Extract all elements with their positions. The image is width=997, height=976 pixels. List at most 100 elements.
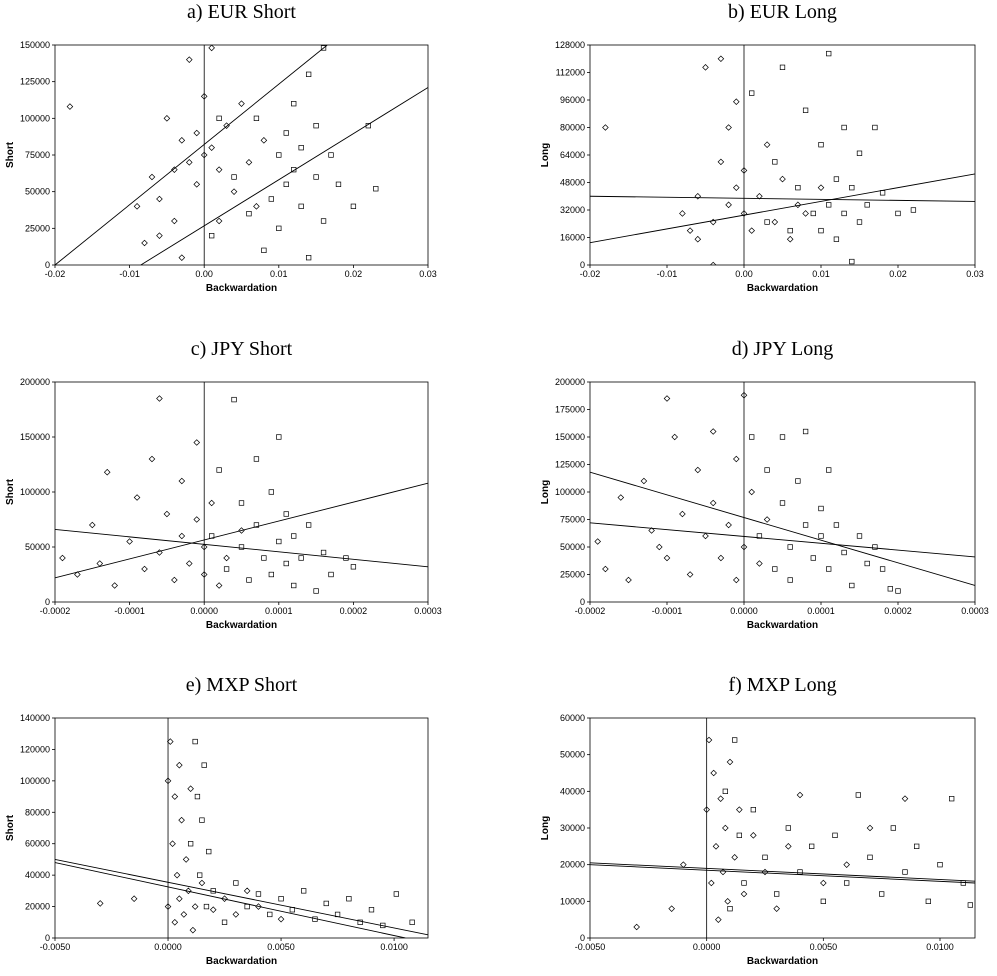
diamond-point [733, 455, 740, 463]
plot-frame [589, 381, 976, 603]
x-axis-label: Backwardation [747, 283, 818, 294]
points [590, 391, 975, 594]
diamond-point [702, 64, 709, 71]
diamond-point [193, 181, 201, 188]
diamond-point [602, 124, 609, 131]
square-point [841, 549, 847, 556]
square-point [774, 891, 780, 897]
diamond-point [180, 911, 188, 918]
diamond-point [740, 391, 748, 399]
diamond-point [96, 900, 104, 907]
square-point [223, 566, 230, 572]
y-tick-label: 64000 [560, 150, 585, 160]
x-tick-label: 0.0001 [265, 606, 293, 616]
square-point [268, 571, 274, 578]
diamond-point [717, 795, 724, 802]
diamond-point [178, 816, 185, 824]
diamond-point [189, 926, 197, 934]
panel-title: c) JPY Short [191, 338, 293, 360]
x-tick-label: 0.00 [735, 269, 753, 279]
diamond-point [702, 532, 709, 540]
diamond-point [671, 433, 678, 441]
square-point [246, 211, 252, 217]
diamond-point [717, 158, 725, 166]
diamond-point [817, 184, 825, 191]
y-tick-label: 75000 [25, 150, 50, 160]
diamond-point [208, 499, 215, 507]
square-point [902, 869, 908, 875]
y-tick-label: 32000 [560, 205, 585, 215]
regression-line [590, 195, 975, 202]
diamond-point [694, 192, 702, 200]
diamond-point [187, 785, 194, 793]
diamond-point [178, 532, 186, 540]
panel: a) EUR Short -0.02 -0.01 0.00 0.01 0.02 0.03 0 2… [5, 1, 437, 294]
square-point [856, 219, 863, 225]
panel: c) JPY Short -0.0002 -0.0001 0.0000 0.0001 0.… [5, 338, 442, 631]
points [590, 736, 975, 931]
points [55, 738, 428, 938]
diamond-point [171, 166, 178, 173]
diamond-point [663, 554, 671, 562]
diamond-point [771, 218, 779, 226]
diamond-point [208, 144, 215, 151]
diamond-point [193, 516, 201, 523]
diamond-point [200, 571, 208, 578]
panel-title: d) JPY Long [732, 338, 833, 360]
plot-frame [54, 717, 429, 939]
square-point [826, 50, 832, 57]
y-tick-label: 125000 [555, 460, 585, 470]
regression-line [55, 45, 328, 265]
square-point [855, 792, 861, 798]
x-tick-label: 0.03 [966, 269, 984, 279]
square-point [194, 793, 201, 800]
x-tick-label: -0.01 [119, 269, 140, 279]
square-point [787, 544, 793, 550]
diamond-point [133, 203, 141, 210]
regression-line [55, 862, 406, 938]
diamond-point [215, 166, 223, 173]
regression-line [55, 482, 428, 579]
diamond-point [173, 871, 181, 879]
y-tick-label: 0 [580, 597, 585, 607]
y-tick-label: 30000 [560, 823, 585, 833]
square-point [914, 843, 920, 849]
square-point [301, 888, 307, 894]
diamond-point [103, 468, 111, 476]
diamond-point [130, 895, 138, 903]
square-point [856, 150, 863, 156]
panel-title: a) EUR Short [187, 1, 296, 23]
x-tick-label: 0.0000 [154, 942, 182, 952]
square-point [291, 533, 297, 539]
x-tick-label: 0.0002 [884, 606, 912, 616]
square-point [779, 500, 786, 506]
square-point [849, 258, 855, 265]
diamond-point [733, 576, 740, 584]
diamond-point [74, 571, 81, 578]
x-tick-label: -0.02 [580, 269, 601, 279]
diamond-point [156, 395, 163, 402]
diamond-point [748, 488, 755, 496]
square-point [291, 167, 297, 173]
square-point [879, 891, 885, 897]
square-point [368, 907, 375, 913]
square-point [199, 817, 205, 823]
x-tick-label: 0.02 [345, 269, 363, 279]
diamond-point [656, 543, 663, 551]
y-axis-label: Long [540, 480, 551, 504]
diamond-point [215, 217, 223, 225]
diamond-point [602, 565, 609, 573]
plot-frame [54, 44, 429, 266]
y-tick-label: 50000 [560, 750, 585, 760]
square-point [313, 588, 319, 594]
diamond-point [796, 791, 804, 799]
square-point [925, 898, 931, 904]
x-tick-label: 0.0000 [693, 942, 721, 952]
square-point [255, 891, 262, 897]
diamond-point [750, 832, 757, 839]
diamond-point [141, 565, 148, 573]
square-point [246, 577, 252, 583]
diamond-point [736, 806, 743, 813]
square-point [732, 737, 738, 743]
diamond-point [260, 137, 268, 144]
